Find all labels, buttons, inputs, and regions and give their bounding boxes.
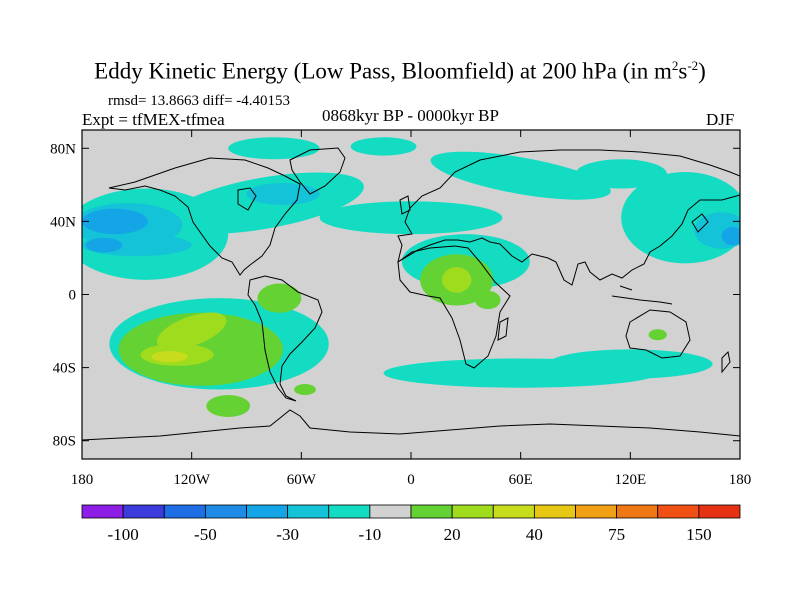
y-tick-label: 80S	[53, 434, 76, 450]
y-tick-label: 80N	[50, 141, 76, 157]
anomaly-region	[156, 312, 227, 350]
colorbar-label: 20	[444, 525, 461, 544]
anomaly-region	[721, 226, 740, 246]
x-tick-label: 0	[407, 472, 415, 488]
colorbar-swatch	[369, 504, 412, 519]
anomaly-region	[474, 290, 501, 310]
coast-hudson-bay	[237, 187, 257, 211]
colorbar-swatch	[492, 504, 535, 519]
x-tick-label: 180	[71, 472, 94, 488]
anomaly-region	[575, 159, 667, 189]
colorbar-label: -50	[194, 525, 217, 544]
colorbar-label: 75	[608, 525, 625, 544]
coast-south-america	[247, 275, 323, 402]
season-label: DJF	[706, 110, 735, 129]
anomaly-region	[430, 151, 611, 200]
x-tick-label: 60W	[287, 472, 317, 488]
coast-greenland	[289, 147, 346, 195]
anomaly-region	[648, 329, 667, 341]
anomaly-region	[442, 267, 472, 293]
colorbar-label: -100	[108, 525, 139, 544]
coast-australia	[625, 309, 691, 359]
anomaly-region	[257, 283, 302, 313]
x-tick-label: 60E	[509, 472, 533, 488]
anomaly-region	[246, 183, 320, 205]
coast-japan	[691, 213, 709, 233]
coast-indonesia	[611, 285, 673, 305]
anomaly-region	[82, 208, 148, 235]
coastlines	[82, 147, 740, 441]
y-tick-label: 0	[69, 288, 77, 304]
coast-north-america	[108, 157, 301, 276]
experiment-label: Expt = tfMEX-tfmea	[82, 110, 225, 129]
colorbar-swatch	[287, 504, 330, 519]
coast-antarctica	[82, 409, 740, 441]
colorbar-swatch	[81, 504, 124, 519]
anomaly-region	[151, 351, 189, 363]
coast-africa	[397, 245, 511, 369]
colorbar-swatch	[163, 504, 206, 519]
colorbar-swatch	[451, 504, 494, 519]
colorbar-swatch	[204, 504, 247, 519]
coast-madagascar	[497, 317, 509, 341]
anomaly-region	[206, 395, 251, 417]
anomaly-region	[350, 137, 417, 156]
colorbar: -100 -50 -30 -10 20 40 75 150	[81, 504, 741, 544]
chart-title: Eddy Kinetic Energy (Low Pass, Bloomfiel…	[94, 58, 706, 84]
colorbar-swatch	[122, 504, 165, 519]
stats-label: rmsd= 13.8663 diff= -4.40153	[108, 93, 291, 109]
period-label: 0868kyr BP - 0000kyr BP	[322, 106, 499, 125]
anomaly-region	[294, 384, 316, 396]
anomaly-region	[319, 201, 503, 235]
colorbar-swatch	[533, 504, 576, 519]
colorbar-swatch	[657, 504, 700, 519]
y-tick-label: 40N	[50, 214, 76, 230]
coast-uk	[399, 195, 411, 215]
colorbar-label: -30	[276, 525, 299, 544]
colorbar-swatch	[410, 504, 453, 519]
colorbar-label: -10	[359, 525, 382, 544]
coast-new-zealand	[721, 350, 731, 374]
y-tick-label: 40S	[53, 361, 76, 377]
coast-europe-asia	[397, 149, 740, 286]
colorbar-swatch	[575, 504, 618, 519]
anomaly-region	[228, 137, 320, 160]
x-tick-label: 180	[729, 472, 752, 488]
x-tick-label: 120W	[173, 472, 211, 488]
x-tick-label: 120E	[614, 472, 646, 488]
colorbar-swatch	[698, 504, 741, 519]
anomaly-region	[694, 212, 740, 249]
colorbar-swatch	[246, 504, 289, 519]
colorbar-swatch	[328, 504, 371, 519]
colorbar-label: 150	[686, 525, 712, 544]
anomaly-region	[85, 237, 123, 253]
colorbar-swatch	[616, 504, 659, 519]
anomaly-region	[548, 349, 713, 379]
colorbar-label: 40	[526, 525, 543, 544]
